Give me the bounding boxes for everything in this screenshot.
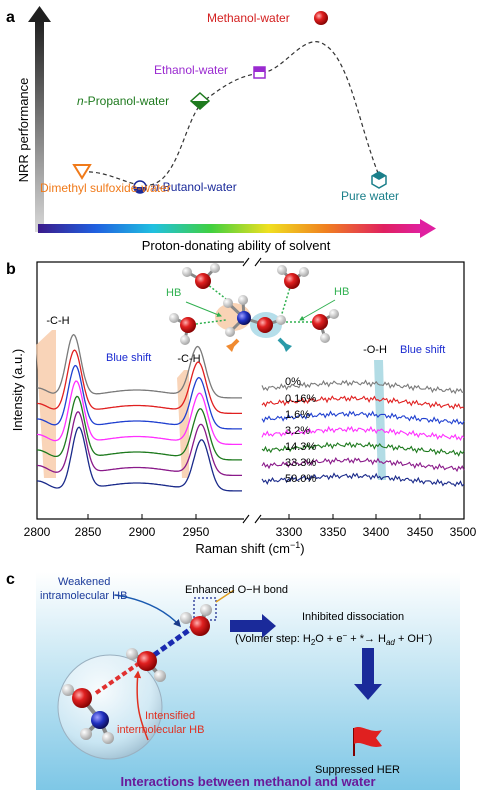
propanol-marker: [189, 91, 211, 111]
svg-text:3450: 3450: [407, 525, 434, 539]
svg-text:3500: 3500: [450, 525, 477, 539]
svg-text:2900: 2900: [129, 525, 156, 539]
svg-text:3350: 3350: [320, 525, 347, 539]
propanol-label: n-Propanol-water: [77, 94, 169, 108]
panel-a-label: a: [6, 9, 15, 26]
spectrum-oh-0%: [261, 379, 465, 395]
panel-b: b Intensity (a.u.) Raman shift (cm−1) 28…: [6, 257, 477, 556]
panel-c-label: c: [6, 571, 15, 588]
spectrum-ch-14.3%: [36, 395, 242, 461]
svg-text:3.2%: 3.2%: [285, 425, 310, 437]
spectrum-ch-1.6%: [36, 364, 242, 430]
spectra: [36, 333, 465, 492]
spectrum-ch-3.2%: [36, 380, 242, 446]
ch-peak-label-1: -C-H: [46, 315, 69, 327]
svg-text:2950: 2950: [183, 525, 210, 539]
x-axis-label-b: Raman shift (cm−1): [195, 540, 304, 556]
svg-text:50.0%: 50.0%: [285, 473, 316, 485]
x-ticks: [87, 514, 421, 519]
panel-c: c: [6, 571, 460, 790]
ch-band-1: [36, 330, 56, 478]
ethanol-label: Ethanol-water: [154, 63, 228, 77]
x-axis-label: Proton-donating ability of solvent: [142, 238, 331, 253]
y-axis-label: NRR performance: [16, 78, 31, 183]
axis-break-marks: [242, 257, 262, 524]
svg-text:2800: 2800: [24, 525, 51, 539]
spectrum-oh-14.3%: [261, 441, 465, 457]
spectrum-ch-50.0%: [36, 426, 242, 492]
butanol-marker: [133, 180, 147, 194]
panel-a: a NRR performance Proton-donating abilit…: [6, 6, 436, 253]
spectrum-oh-33.3%: [261, 456, 465, 473]
intensified-text-2: intermolecular HB: [117, 724, 204, 736]
methanol-water-inset: HB HB: [166, 263, 349, 352]
butanol-label: n-Butanol-water: [152, 180, 237, 194]
pure-water-label: Pure water: [341, 189, 399, 203]
x-axis-arrowhead: [420, 219, 436, 238]
spectrum-ch-0%: [36, 333, 242, 399]
hb-label-left: HB: [166, 287, 181, 299]
spectrum-ch-33.3%: [36, 411, 242, 477]
panel-b-label: b: [6, 261, 16, 278]
right-block-arrow: [230, 614, 276, 638]
svg-text:2850: 2850: [75, 525, 102, 539]
inhibited-text: Inhibited dissociation: [302, 611, 404, 623]
panel-c-caption: Interactions between methanol and water: [121, 774, 376, 789]
svg-text:3400: 3400: [363, 525, 390, 539]
x-tick-labels: 2800 2850 2900 2950 3300 3350 3400 3450 …: [24, 525, 477, 539]
weakened-arrow: [114, 594, 182, 628]
dmso-label: Dimethyl sulfoxide-water: [40, 181, 171, 195]
volmer-text: (Volmer step: H2O + e− + *→ Had + OH−): [235, 631, 432, 647]
blue-shift-label-1: Blue shift: [106, 352, 151, 364]
panel-c-molecules: [62, 597, 217, 744]
suppressed-text: Suppressed HER: [315, 764, 400, 776]
flag-icon: [353, 727, 382, 756]
methanol-label: Methanol-water: [207, 11, 290, 25]
blue-shift-label-2: Blue shift: [400, 344, 445, 356]
enhanced-arrow: [215, 589, 235, 603]
ethanol-marker: [253, 66, 266, 79]
spectrum-oh-50.0%: [261, 472, 465, 487]
intensified-text-1: Intensified: [145, 710, 195, 722]
enhanced-text: Enhanced O−H bond: [185, 584, 288, 596]
svg-text:3300: 3300: [276, 525, 303, 539]
intensified-arrow: [133, 670, 149, 741]
weakened-text-2: intramolecular HB: [40, 590, 127, 602]
svg-text:14.3%: 14.3%: [285, 441, 316, 453]
spectrum-oh-1.6%: [261, 410, 465, 426]
spectrum-ch-0.16%: [36, 349, 242, 415]
concentration-labels: 0% 0.16% 1.6% 3.2% 14.3% 33.3% 50.0%: [285, 376, 316, 485]
oh-band: [374, 360, 386, 480]
svg-text:33.3%: 33.3%: [285, 457, 316, 469]
trend-curve: [81, 41, 381, 186]
oh-peak-label: -O-H: [363, 344, 387, 356]
svg-text:1.6%: 1.6%: [285, 409, 310, 421]
y-axis-label-b: Intensity (a.u.): [10, 349, 25, 431]
y-axis-arrowhead: [28, 6, 51, 22]
down-block-arrow: [354, 648, 382, 700]
spectrum-oh-3.2%: [261, 425, 465, 442]
x-axis-arrow: [38, 224, 422, 233]
dmso-marker: [72, 164, 92, 180]
y-axis-arrow: [35, 20, 44, 232]
svg-text:0%: 0%: [285, 376, 301, 388]
weakened-text-1: Weakened: [58, 576, 110, 588]
svg-text:0.16%: 0.16%: [285, 393, 316, 405]
methanol-marker: [314, 11, 328, 25]
ch-peak-label-2: -C-H: [177, 353, 200, 365]
spectrum-oh-0.16%: [261, 395, 465, 410]
hb-label-right: HB: [334, 286, 349, 298]
